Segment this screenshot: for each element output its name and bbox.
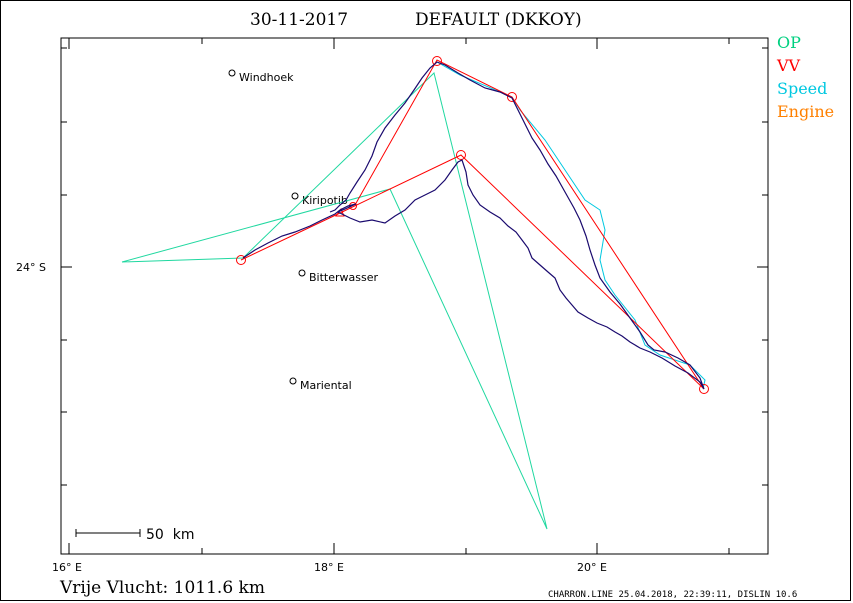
legend-speed: Speed bbox=[777, 79, 827, 98]
place-bitterwasser: Bitterwasser bbox=[298, 269, 378, 284]
y-tick-24s: 24° S bbox=[16, 261, 46, 274]
scale-bar bbox=[75, 529, 141, 537]
flight-title: DEFAULT (DKKOY) bbox=[415, 10, 582, 30]
legend-engine: Engine bbox=[777, 102, 834, 121]
x-tick-20e: 20° E bbox=[577, 561, 607, 574]
turnpoint-2 bbox=[507, 92, 517, 102]
place-mariental: Mariental bbox=[289, 377, 352, 392]
turnpoint-4 bbox=[699, 384, 709, 394]
turnpoint-1 bbox=[432, 56, 442, 66]
flight-track bbox=[242, 61, 705, 390]
scale-label: 50 km bbox=[146, 527, 194, 543]
vv-route bbox=[240, 59, 705, 390]
svg-text:Kiripotib: Kiripotib bbox=[302, 194, 348, 207]
y-ticks bbox=[61, 47, 768, 486]
place-windhoek: Windhoek bbox=[228, 69, 294, 84]
op-route bbox=[121, 72, 548, 530]
credit-text: CHARRON.LINE 25.04.2018, 22:39:11, DISLI… bbox=[548, 590, 797, 600]
plot-area bbox=[60, 37, 769, 555]
legend-vv: VV bbox=[776, 56, 801, 75]
x-tick-16e: 16° E bbox=[52, 561, 82, 574]
x-tick-18e: 18° E bbox=[314, 561, 344, 574]
legend-op: OP bbox=[777, 33, 801, 52]
svg-text:Bitterwasser: Bitterwasser bbox=[309, 271, 378, 284]
distance-text: Vrije Vlucht: 1011.6 km bbox=[59, 578, 265, 598]
start-point bbox=[236, 255, 246, 265]
turnpoint-3 bbox=[456, 150, 466, 160]
speed-route bbox=[436, 61, 706, 390]
flight-date: 30-11-2017 bbox=[250, 10, 348, 30]
svg-text:Mariental: Mariental bbox=[300, 379, 352, 392]
svg-text:Windhoek: Windhoek bbox=[239, 71, 294, 84]
x-ticks bbox=[68, 38, 730, 554]
